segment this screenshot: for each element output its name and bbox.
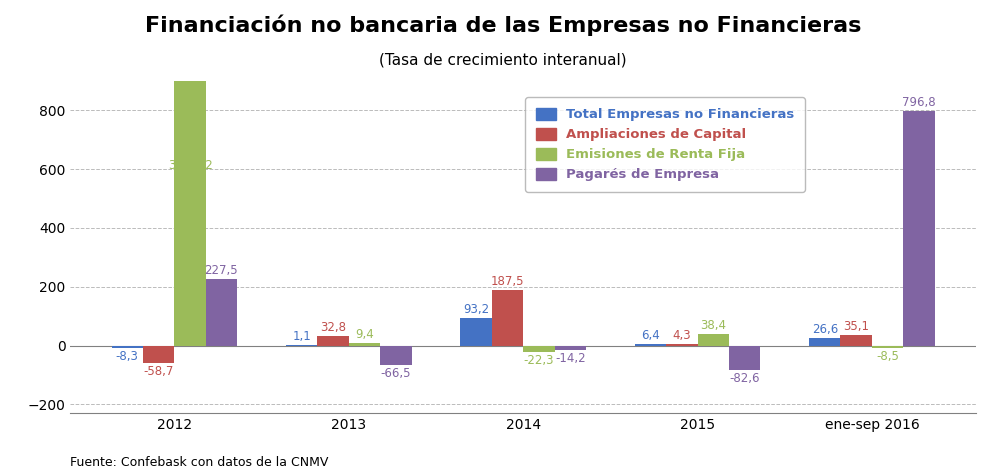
Text: 187,5: 187,5	[491, 276, 524, 288]
Bar	[872, 346, 903, 348]
Text: 26,6: 26,6	[812, 323, 838, 336]
Bar	[206, 279, 237, 346]
Text: 35,1: 35,1	[843, 320, 869, 333]
Bar	[317, 336, 349, 346]
Text: -58,7: -58,7	[144, 365, 174, 378]
Bar	[554, 346, 585, 350]
Bar	[492, 290, 523, 346]
Text: 4,3: 4,3	[672, 329, 691, 342]
Bar	[697, 334, 729, 346]
Bar	[635, 344, 666, 346]
Text: -8,3: -8,3	[116, 350, 139, 363]
Bar	[666, 344, 697, 346]
Text: -22,3: -22,3	[523, 354, 554, 367]
Text: -66,5: -66,5	[380, 367, 411, 380]
Text: 227,5: 227,5	[204, 264, 238, 276]
Text: -14,2: -14,2	[555, 352, 585, 365]
Text: 6,4: 6,4	[641, 329, 660, 342]
Text: 1,1: 1,1	[293, 330, 311, 343]
Text: 32,8: 32,8	[320, 321, 346, 334]
Bar	[840, 335, 872, 346]
Bar	[809, 338, 840, 346]
Text: (Tasa de crecimiento interanual): (Tasa de crecimiento interanual)	[379, 52, 627, 67]
Text: 9,4: 9,4	[355, 328, 374, 341]
Text: 3.420,2: 3.420,2	[168, 159, 212, 172]
Text: 38,4: 38,4	[700, 319, 726, 332]
Text: -82,6: -82,6	[729, 372, 760, 385]
Legend: Total Empresas no Financieras, Ampliaciones de Capital, Emisiones de Renta Fija,: Total Empresas no Financieras, Ampliacio…	[525, 97, 805, 192]
Bar	[461, 318, 492, 346]
Bar	[729, 346, 761, 370]
Bar	[349, 343, 380, 346]
Text: 796,8: 796,8	[902, 96, 936, 109]
Bar	[523, 346, 554, 352]
Bar	[112, 346, 143, 348]
Text: 93,2: 93,2	[463, 303, 489, 316]
Bar	[903, 111, 935, 346]
Text: Financiación no bancaria de las Empresas no Financieras: Financiación no bancaria de las Empresas…	[145, 14, 861, 36]
Bar	[380, 346, 411, 365]
Bar	[143, 346, 174, 363]
Bar	[174, 81, 206, 346]
Text: -8,5: -8,5	[876, 350, 899, 363]
Text: Fuente: Confebask con datos de la CNMV: Fuente: Confebask con datos de la CNMV	[70, 456, 329, 469]
